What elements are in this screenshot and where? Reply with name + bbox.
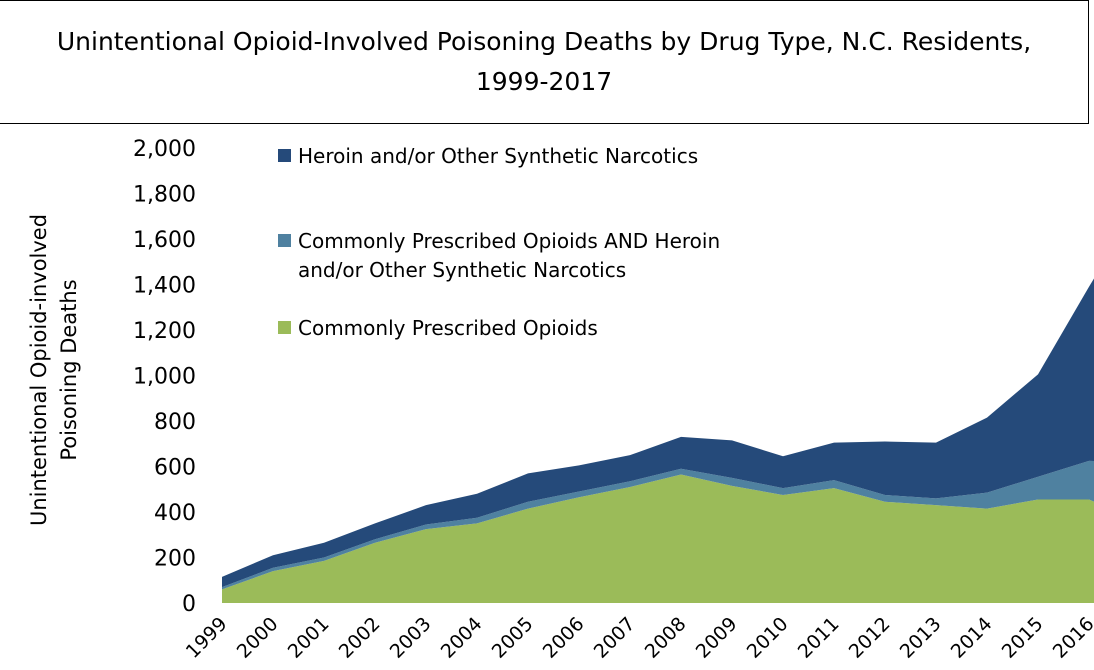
x-tick-label: 1999 bbox=[182, 613, 232, 663]
y-tick-label: 600 bbox=[154, 456, 196, 481]
legend-swatch bbox=[278, 149, 291, 162]
x-tick-label: 2002 bbox=[335, 613, 385, 663]
y-tick-label: 800 bbox=[154, 410, 196, 435]
legend-label: and/or Other Synthetic Narcotics bbox=[298, 258, 626, 282]
y-tick-label: 2,000 bbox=[133, 137, 196, 162]
y-axis: 0 200 400 600 800 1,000 1,200 1,400 1,600 1,800 2,… bbox=[133, 137, 196, 617]
x-tick-label: 2011 bbox=[794, 613, 844, 663]
legend-label: Heroin and/or Other Synthetic Narcotics bbox=[298, 144, 698, 168]
x-tick-label: 2005 bbox=[488, 613, 538, 663]
y-tick-label: 1,800 bbox=[133, 183, 196, 208]
x-tick-label: 2010 bbox=[743, 613, 793, 663]
legend: Heroin and/or Other Synthetic Narcotics C… bbox=[278, 144, 720, 340]
chart-title: Unintentional Opioid-Involved Poisoning … bbox=[56, 27, 1032, 96]
y-tick-label: 1,400 bbox=[133, 274, 196, 299]
x-tick-label: 2008 bbox=[641, 613, 691, 663]
y-tick-label: 1,200 bbox=[133, 319, 196, 344]
x-tick-label: 2013 bbox=[896, 613, 946, 663]
area-series-2 bbox=[222, 278, 1094, 588]
x-tick-label: 2015 bbox=[998, 613, 1048, 663]
x-tick-label: 2012 bbox=[845, 613, 895, 663]
y-tick-label: 0 bbox=[182, 592, 196, 617]
legend-swatch bbox=[278, 234, 291, 247]
x-tick-label: 2004 bbox=[437, 613, 487, 663]
x-tick-label: 2001 bbox=[284, 613, 334, 663]
y-tick-label: 200 bbox=[154, 547, 196, 572]
x-tick-label: 2014 bbox=[947, 613, 997, 663]
y-tick-label: 1,000 bbox=[133, 365, 196, 390]
x-tick-label: 2000 bbox=[233, 613, 283, 663]
x-tick-label: 2009 bbox=[692, 613, 742, 663]
legend-label: Commonly Prescribed Opioids AND Heroin bbox=[298, 229, 720, 253]
legend-swatch bbox=[278, 321, 291, 334]
y-axis-label-line: Poisoning Deaths bbox=[57, 279, 81, 460]
x-tick-label: 2016 bbox=[1049, 613, 1094, 663]
x-tick-label: 2007 bbox=[590, 613, 640, 663]
chart-title-box: Unintentional Opioid-Involved Poisoning … bbox=[0, 0, 1089, 124]
x-tick-label: 2003 bbox=[386, 613, 436, 663]
x-axis: 1999 2000 2001 2002 2003 2004 2005 2006 2007 2008… bbox=[182, 613, 1094, 663]
y-axis-label-line: Unintentional Opioid-involved bbox=[27, 214, 51, 526]
y-axis-label: Unintentional Opioid-involved Poisoning D… bbox=[27, 214, 81, 526]
y-tick-label: 1,600 bbox=[133, 228, 196, 253]
area-series-1 bbox=[222, 460, 1094, 590]
area-layers bbox=[222, 278, 1094, 603]
legend-label: Commonly Prescribed Opioids bbox=[298, 316, 598, 340]
area-series-0 bbox=[222, 474, 1094, 603]
y-tick-label: 400 bbox=[154, 501, 196, 526]
x-tick-label: 2006 bbox=[539, 613, 589, 663]
